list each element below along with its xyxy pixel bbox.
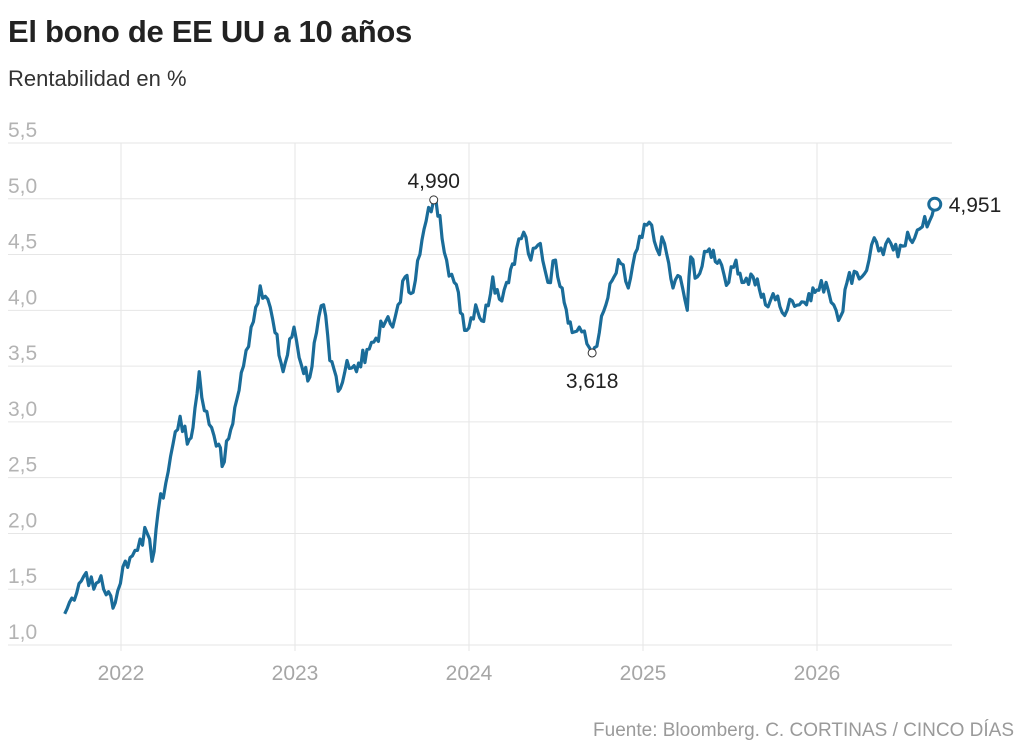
y-tick-label: 1,0 [8,621,37,644]
annotation-marker-min [587,348,597,358]
y-tick-label: 4,0 [8,286,37,309]
annotations: 4,990 3,618 4,951 [407,170,1001,393]
annotation-label-min: 3,618 [566,370,619,393]
annotation-label-last: 4,951 [949,194,1002,217]
series-line [63,197,937,615]
x-tick-label: 2024 [446,662,493,685]
x-tick-label: 2026 [794,662,841,685]
y-tick-label: 5,0 [8,175,37,198]
chart-title: El bono de EE UU a 10 años [8,14,412,49]
y-axis-ticks: 1,0 1,5 2,0 2,5 3,0 3,5 4,0 4,5 5,0 5,5 [8,119,37,644]
y-tick-label: 2,5 [8,454,37,477]
annotation-marker-max [429,195,439,205]
y-tick-label: 5,5 [8,119,37,142]
x-tick-label: 2025 [620,662,667,685]
x-axis-ticks: 2022 2023 2024 2025 2026 [98,662,841,685]
chart-subtitle: Rentabilidad en % [8,66,187,91]
x-tick-label: 2022 [98,662,145,685]
annotation-label-max: 4,990 [407,170,460,193]
x-tick-label: 2023 [272,662,319,685]
y-tick-label: 1,5 [8,565,37,588]
source-note: Fuente: Bloomberg. C. CORTINAS / CINCO D… [593,720,1014,741]
y-tick-label: 3,0 [8,398,37,421]
y-tick-label: 4,5 [8,231,37,254]
annotation-marker-last [927,196,943,212]
grid-layer [8,142,952,651]
y-tick-label: 2,0 [8,509,37,532]
y-tick-label: 3,5 [8,342,37,365]
